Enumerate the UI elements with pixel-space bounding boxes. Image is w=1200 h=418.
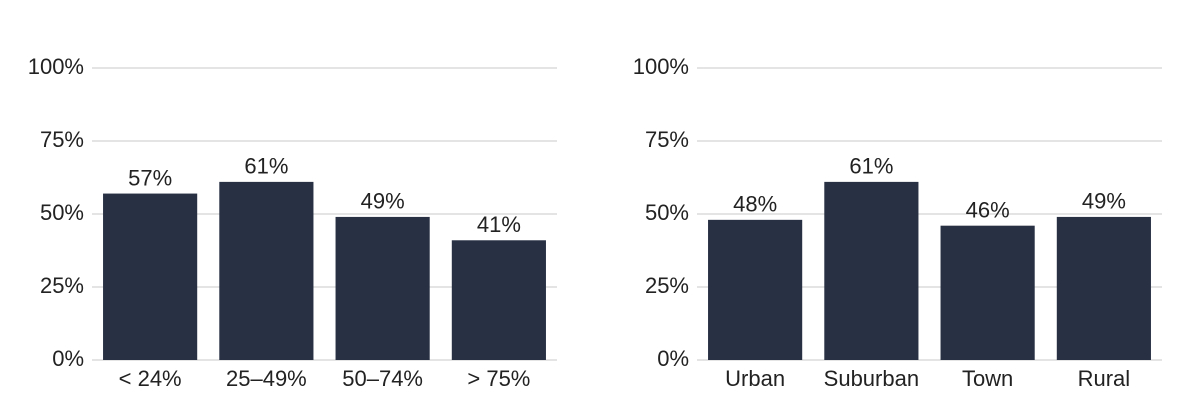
- y-tick-label: 0%: [52, 346, 84, 371]
- bar: [451, 240, 546, 360]
- y-tick-label: 75%: [40, 127, 84, 152]
- y-tick-label: 100%: [633, 54, 689, 79]
- value-label: 46%: [966, 197, 1010, 222]
- x-tick-label: 25–49%: [226, 366, 307, 391]
- value-label: 61%: [849, 154, 893, 179]
- bar: [824, 181, 919, 360]
- y-tick-label: 75%: [645, 127, 689, 152]
- x-tick-label: > 75%: [467, 366, 530, 391]
- y-tick-label: 25%: [645, 273, 689, 298]
- bar: [335, 216, 430, 360]
- y-tick-label: 0%: [657, 346, 689, 371]
- value-label: 41%: [477, 212, 521, 237]
- bar: [708, 219, 803, 360]
- y-tick-label: 50%: [645, 200, 689, 225]
- value-label: 61%: [244, 154, 288, 179]
- value-label: 57%: [128, 165, 172, 190]
- value-label: 49%: [361, 189, 405, 214]
- y-tick-label: 50%: [40, 200, 84, 225]
- x-tick-label: Suburban: [824, 366, 919, 391]
- x-tick-label: 50–74%: [342, 366, 423, 391]
- x-tick-label: Rural: [1078, 366, 1131, 391]
- x-tick-label: Urban: [725, 366, 785, 391]
- value-label: 48%: [733, 192, 777, 217]
- y-tick-label: 100%: [28, 54, 84, 79]
- x-tick-label: Town: [962, 366, 1013, 391]
- bar: [940, 225, 1035, 360]
- bar: [1056, 216, 1151, 360]
- x-tick-label: < 24%: [119, 366, 182, 391]
- value-label: 49%: [1082, 189, 1126, 214]
- y-tick-label: 25%: [40, 273, 84, 298]
- bar: [103, 193, 198, 360]
- bar: [219, 181, 314, 360]
